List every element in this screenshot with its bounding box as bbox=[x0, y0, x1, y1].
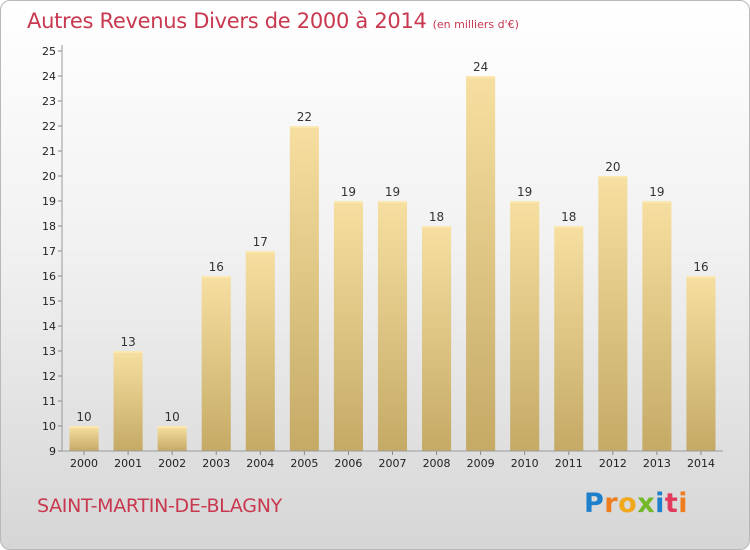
x-tick-label: 2010 bbox=[511, 457, 539, 470]
x-tick-label: 2011 bbox=[555, 457, 583, 470]
bar-top-highlight bbox=[642, 201, 672, 203]
y-tick-label: 16 bbox=[42, 270, 56, 283]
y-tick-label: 19 bbox=[42, 195, 56, 208]
chart-title-text: Autres Revenus Divers de 2000 à 2014 bbox=[27, 9, 427, 33]
x-tick-label: 2008 bbox=[423, 457, 451, 470]
bar-top-highlight bbox=[289, 126, 319, 128]
x-tick-label: 2009 bbox=[467, 457, 495, 470]
bar bbox=[333, 201, 363, 451]
logo-letter: o bbox=[618, 488, 638, 519]
y-tick-label: 22 bbox=[42, 120, 56, 133]
y-tick-label: 10 bbox=[42, 420, 56, 433]
y-tick-label: 9 bbox=[49, 445, 56, 458]
bar-top-highlight bbox=[377, 201, 408, 203]
y-tick-label: 13 bbox=[42, 345, 56, 358]
data-label: 22 bbox=[297, 110, 312, 124]
bar-top-highlight bbox=[422, 226, 452, 228]
x-tick-label: 2013 bbox=[643, 457, 671, 470]
logo-letter: i bbox=[678, 488, 689, 519]
data-label: 19 bbox=[385, 185, 400, 199]
logo-letter: x bbox=[637, 488, 656, 519]
bar-top-highlight bbox=[598, 176, 628, 178]
y-tick-label: 11 bbox=[42, 395, 56, 408]
bar-group: 10 13 10 16 17 22 19 19 18 24 19 18 20 19 16 bbox=[69, 60, 716, 451]
x-tick-label: 2000 bbox=[70, 457, 98, 470]
chart-title: Autres Revenus Divers de 2000 à 2014 (en … bbox=[27, 9, 519, 33]
bar-top-highlight bbox=[333, 201, 363, 203]
bar bbox=[554, 226, 584, 451]
x-tick-label: 2001 bbox=[114, 457, 142, 470]
x-tick-label: 2002 bbox=[158, 457, 186, 470]
data-label: 24 bbox=[473, 60, 488, 74]
bar bbox=[69, 426, 99, 451]
logo-letter: t bbox=[664, 488, 679, 519]
y-tick-label: 24 bbox=[42, 70, 56, 83]
bar-top-highlight bbox=[69, 426, 99, 428]
y-tick-label: 20 bbox=[42, 170, 56, 183]
axes: 2000 2001 2002 2003 2004 2005 2006 2007 2008 2009… bbox=[42, 45, 723, 470]
bar-top-highlight bbox=[245, 251, 275, 253]
bar-top-highlight bbox=[113, 351, 143, 353]
x-tick-label: 2012 bbox=[599, 457, 627, 470]
x-tick-label: 2006 bbox=[334, 457, 362, 470]
data-label: 19 bbox=[341, 185, 356, 199]
bar bbox=[466, 76, 496, 451]
x-tick-label: 2004 bbox=[246, 457, 274, 470]
chart-unit: (en milliers d'€) bbox=[432, 18, 519, 31]
data-label: 19 bbox=[517, 185, 532, 199]
data-label: 13 bbox=[120, 335, 135, 349]
y-tick-label: 12 bbox=[42, 370, 56, 383]
data-label: 10 bbox=[76, 410, 91, 424]
bar bbox=[642, 201, 672, 451]
data-label: 19 bbox=[649, 185, 664, 199]
y-tick-label: 14 bbox=[42, 320, 56, 333]
proxiti-logo[interactable]: Proxiti bbox=[584, 488, 688, 519]
bar-top-highlight bbox=[157, 426, 187, 428]
bar bbox=[245, 251, 275, 451]
data-label: 16 bbox=[209, 260, 224, 274]
bar bbox=[201, 276, 231, 451]
data-label: 10 bbox=[165, 410, 180, 424]
x-tick-label: 2003 bbox=[202, 457, 230, 470]
bar-top-highlight bbox=[466, 76, 496, 78]
bar bbox=[510, 201, 540, 451]
x-tick-label: 2005 bbox=[290, 457, 318, 470]
logo-letter: i bbox=[655, 488, 665, 519]
bar-top-highlight bbox=[510, 201, 540, 203]
y-tick-label: 15 bbox=[42, 295, 56, 308]
bar bbox=[289, 126, 319, 451]
bar-top-highlight bbox=[686, 276, 716, 278]
y-tick-label: 21 bbox=[42, 145, 56, 158]
bar-top-highlight bbox=[554, 226, 584, 228]
data-label: 20 bbox=[605, 160, 620, 174]
logo-letter: P bbox=[584, 488, 605, 519]
data-label: 17 bbox=[253, 235, 268, 249]
bar bbox=[157, 426, 187, 451]
y-tick-label: 25 bbox=[42, 45, 56, 58]
commune-name: SAINT-MARTIN-DE-BLAGNY bbox=[37, 495, 282, 517]
data-label: 16 bbox=[693, 260, 708, 274]
data-label: 18 bbox=[561, 210, 576, 224]
y-tick-label: 17 bbox=[42, 245, 56, 258]
logo-letter: r bbox=[604, 488, 619, 519]
bar bbox=[377, 201, 408, 451]
x-tick-label: 2014 bbox=[687, 457, 715, 470]
y-tick-label: 18 bbox=[42, 220, 56, 233]
bar bbox=[598, 176, 628, 451]
data-label: 18 bbox=[429, 210, 444, 224]
y-tick-label: 23 bbox=[42, 95, 56, 108]
bar bbox=[422, 226, 452, 451]
x-tick-label: 2007 bbox=[379, 457, 407, 470]
bar bbox=[113, 351, 143, 451]
bar bbox=[686, 276, 716, 451]
bar-top-highlight bbox=[201, 276, 231, 278]
